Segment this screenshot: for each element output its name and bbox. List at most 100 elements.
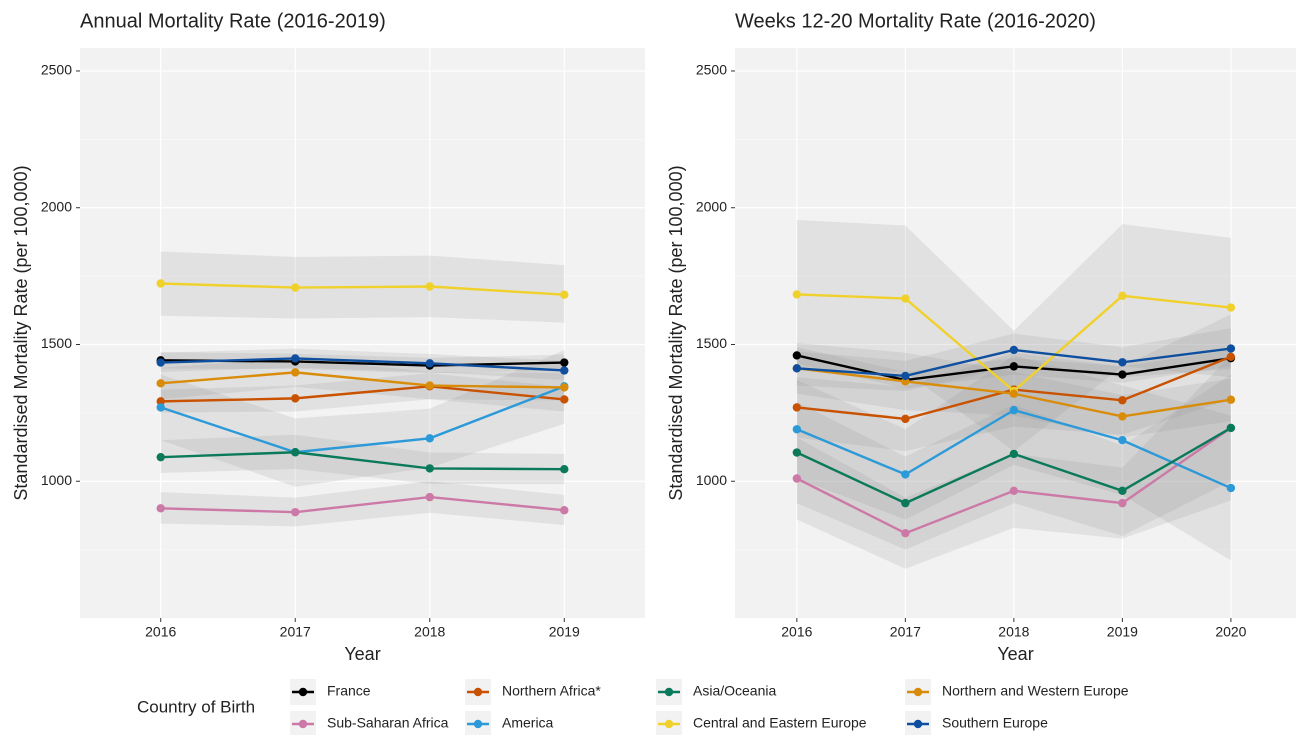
data-point (1009, 405, 1019, 415)
data-point (1226, 395, 1236, 404)
data-point (291, 283, 300, 292)
legend-label: Southern Europe (942, 715, 1048, 731)
data-point (1009, 345, 1019, 355)
data-point (1226, 352, 1236, 361)
data-point (156, 452, 165, 462)
data-point (1009, 362, 1019, 371)
series-line (160, 282, 565, 296)
data-point (1226, 344, 1236, 353)
data-point (425, 282, 434, 291)
data-point (560, 395, 569, 404)
legend-swatch-point (913, 719, 923, 729)
data-point (425, 434, 434, 443)
data-point (156, 279, 165, 288)
data-point (792, 290, 802, 299)
chart-title: Weeks 12-20 Mortality Rate (2016-2020) (735, 10, 1096, 32)
data-point (1009, 389, 1019, 398)
y-axis-label: Standardised Mortality Rate (per 100,000… (11, 165, 31, 500)
data-point (156, 504, 165, 513)
data-point (792, 474, 802, 483)
data-point (901, 294, 910, 303)
data-point (792, 448, 802, 457)
data-point (1226, 423, 1236, 433)
y-tick-label: 1000 (41, 472, 72, 488)
x-axis-label: Year (997, 644, 1033, 664)
series-line (160, 495, 565, 514)
chart-title: Annual Mortality Rate (2016-2019) (80, 10, 386, 32)
data-point (1118, 396, 1127, 405)
x-axis-label: Year (344, 644, 380, 664)
data-point (1118, 486, 1127, 496)
data-point (156, 397, 165, 406)
confidence-ribbon (796, 355, 1231, 569)
data-point (1118, 358, 1127, 367)
data-point (425, 359, 434, 368)
y-tick-label: 2500 (696, 62, 727, 78)
data-point (560, 465, 569, 474)
legend-label: Northern Africa* (502, 683, 601, 699)
data-point (425, 464, 434, 473)
legend-label: Central and Eastern Europe (693, 715, 867, 731)
data-point (291, 394, 300, 403)
panel-background (735, 48, 1296, 618)
data-point (291, 507, 300, 517)
legend-label: France (327, 683, 371, 699)
data-point (1226, 303, 1236, 312)
series-line (160, 451, 565, 471)
data-point (291, 354, 300, 363)
data-point (1118, 412, 1127, 421)
x-tick-label: 2017 (890, 624, 921, 640)
confidence-ribbon (796, 220, 1231, 452)
data-point (425, 492, 434, 502)
data-point (1118, 498, 1127, 508)
legend-swatch-point (298, 719, 308, 729)
data-point (901, 470, 910, 479)
legend-swatch-point (913, 687, 923, 697)
data-point (1118, 370, 1127, 379)
legend-label: America (502, 715, 554, 731)
data-point (560, 366, 569, 375)
data-point (156, 358, 165, 367)
data-point (901, 371, 910, 381)
data-point (291, 368, 300, 377)
y-tick-label: 2000 (41, 198, 72, 214)
data-point (425, 381, 434, 390)
data-point (156, 403, 165, 412)
data-point (1226, 483, 1236, 493)
panel-background (80, 48, 645, 618)
x-tick-label: 2019 (549, 624, 580, 640)
data-point (901, 414, 910, 424)
x-tick-label: 2018 (998, 624, 1029, 640)
data-point (560, 383, 569, 392)
y-tick-label: 1500 (696, 335, 727, 351)
data-point (560, 358, 569, 367)
x-tick-label: 2017 (280, 624, 311, 640)
legend-swatch-point (664, 719, 674, 729)
legend-label: Asia/Oceania (693, 683, 776, 699)
data-point (901, 498, 910, 508)
data-point (792, 425, 802, 434)
data-point (901, 529, 910, 538)
y-tick-label: 1500 (41, 335, 72, 351)
x-tick-label: 2016 (781, 624, 812, 640)
y-tick-label: 2500 (41, 62, 72, 78)
legend-swatch-point (664, 687, 674, 697)
data-point (1009, 486, 1019, 496)
data-point (792, 403, 802, 412)
series-line (160, 371, 565, 389)
data-point (792, 351, 802, 360)
legend-label: Sub-Saharan Africa (327, 715, 449, 731)
legend-label: Northern and Western Europe (942, 683, 1129, 699)
y-tick-label: 2000 (696, 198, 727, 214)
series-line (160, 357, 565, 372)
legend-swatch-point (473, 687, 483, 697)
data-point (560, 506, 569, 515)
data-point (560, 290, 569, 299)
x-tick-label: 2018 (414, 624, 445, 640)
x-tick-label: 2016 (145, 624, 176, 640)
data-point (156, 379, 165, 388)
data-point (1118, 291, 1127, 301)
data-point (1009, 449, 1019, 459)
